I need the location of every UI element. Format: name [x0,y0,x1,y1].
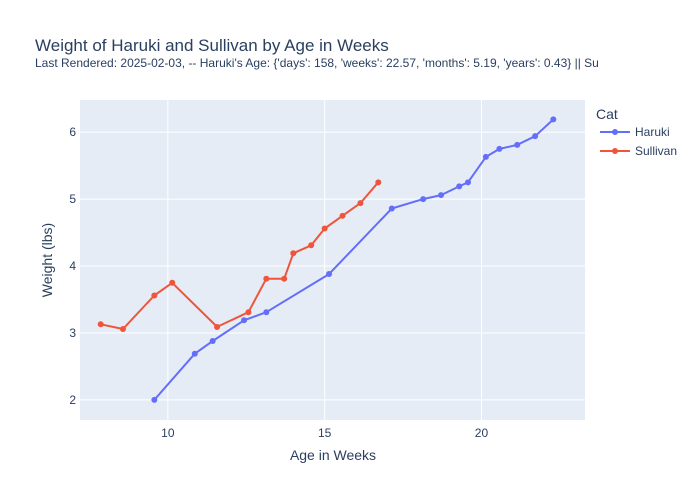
data-point-haruki [388,205,395,212]
y-tick-label: 6 [69,125,76,139]
gridlines [80,100,585,420]
data-point-haruki [191,350,198,357]
chart-subtitle: Last Rendered: 2025-02-03, -- Haruki's A… [35,56,599,70]
data-point-sullivan [321,225,328,232]
y-tick-label: 4 [69,259,76,273]
tick-labels: 10 15 20 2 3 4 5 6 [69,125,488,440]
x-axis-title: Age in Weeks [290,447,376,463]
y-axis-title: Weight (lbs) [39,223,55,297]
data-point-sullivan [214,323,221,330]
series-sullivan [97,179,382,332]
data-point-haruki [496,145,503,152]
series-layer [97,116,557,403]
series-haruki [151,116,557,403]
legend: Cat Haruki Sullivan [596,106,677,158]
data-point-sullivan [151,292,158,299]
data-point-sullivan [339,212,346,219]
legend-item-sullivan: Sullivan [600,144,677,158]
data-point-haruki [465,179,472,186]
data-point-haruki [514,141,521,148]
plot-area [80,100,585,420]
data-point-sullivan [375,179,382,186]
x-tick-label: 10 [161,426,175,440]
y-tick-label: 5 [69,192,76,206]
data-point-haruki [532,133,539,140]
legend-label: Haruki [635,125,670,139]
data-point-sullivan [97,321,104,328]
data-point-haruki [550,116,557,123]
x-tick-label: 15 [318,426,332,440]
data-point-sullivan [169,279,176,286]
data-point-sullivan [357,200,364,207]
series-line-sullivan [100,181,380,330]
series-line-haruki [153,118,554,401]
y-tick-label: 3 [69,326,76,340]
legend-swatch-marker [612,148,618,154]
data-point-sullivan [281,275,288,282]
chart-title: Weight of Haruki and Sullivan by Age in … [35,36,389,55]
data-point-haruki [438,192,445,199]
legend-swatch-marker [612,129,618,135]
x-tick-label: 20 [475,426,489,440]
data-point-haruki [151,396,158,403]
data-point-haruki [420,196,427,203]
legend-title: Cat [596,106,618,122]
data-point-sullivan [263,275,270,282]
data-point-haruki [326,271,333,278]
data-point-haruki [456,183,463,190]
legend-item-haruki: Haruki [600,125,670,139]
data-point-sullivan [290,250,297,257]
legend-label: Sullivan [635,144,677,158]
data-point-haruki [482,153,489,160]
data-point-sullivan [308,242,315,249]
data-point-haruki [241,317,248,324]
data-point-sullivan [245,309,252,316]
data-point-haruki [263,309,270,316]
y-tick-label: 2 [69,393,76,407]
data-point-sullivan [119,325,126,332]
data-point-haruki [209,338,216,345]
